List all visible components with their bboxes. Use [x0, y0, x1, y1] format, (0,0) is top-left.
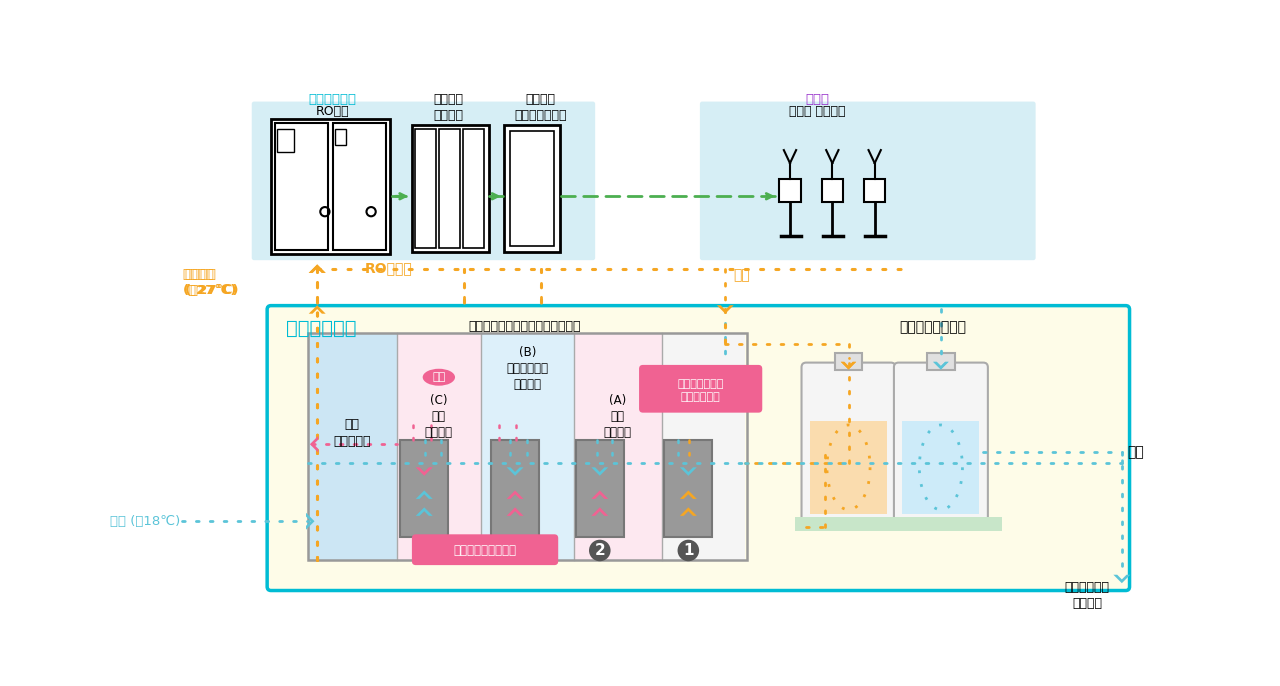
Polygon shape: [591, 490, 608, 499]
Text: 熱エネルギーを移動: 熱エネルギーを移動: [453, 544, 517, 557]
Text: システム構成: システム構成: [287, 319, 357, 338]
Polygon shape: [416, 467, 433, 476]
Polygon shape: [841, 362, 856, 370]
Polygon shape: [308, 264, 325, 273]
Bar: [333, 123, 385, 250]
Text: RO濃縮水: RO濃縮水: [365, 261, 412, 276]
Text: 熱エネルギーを
間接的に回収: 熱エネルギーを 間接的に回収: [677, 379, 724, 402]
Bar: [664, 440, 712, 536]
Text: 透析排水熱回収槽: 透析排水熱回収槽: [900, 320, 966, 334]
FancyBboxPatch shape: [412, 534, 558, 565]
Bar: [308, 333, 746, 560]
Text: 多人数用
透析液供給装置: 多人数用 透析液供給装置: [515, 93, 567, 122]
Text: 透析熱回収ヒートポンプユニット: 透析熱回収ヒートポンプユニット: [468, 320, 581, 333]
Bar: [439, 128, 460, 248]
Bar: [822, 178, 844, 202]
Text: 排水処理装置
下水放流: 排水処理装置 下水放流: [1065, 581, 1110, 611]
Bar: [415, 128, 435, 248]
Polygon shape: [591, 467, 608, 476]
FancyBboxPatch shape: [252, 102, 595, 260]
Bar: [927, 353, 955, 370]
Bar: [835, 353, 863, 370]
Circle shape: [413, 540, 435, 561]
Polygon shape: [680, 508, 696, 516]
Bar: [492, 440, 539, 536]
Bar: [397, 333, 481, 560]
Polygon shape: [591, 508, 608, 516]
Polygon shape: [1114, 575, 1130, 583]
Text: (B)
ヒートポンプ
ユニット: (B) ヒートポンプ ユニット: [507, 346, 548, 392]
Text: 排水: 排水: [1128, 445, 1144, 459]
Text: 原水
圧力タンク: 原水 圧力タンク: [333, 418, 371, 448]
Text: 2: 2: [594, 543, 605, 558]
Bar: [810, 421, 887, 514]
Text: 原水 (約18℃): 原水 (約18℃): [110, 514, 180, 528]
Polygon shape: [308, 305, 325, 314]
Text: (A)
排水
熱交換器: (A) 排水 熱交換器: [603, 394, 631, 439]
Bar: [401, 440, 448, 536]
Text: 3: 3: [509, 543, 521, 558]
Circle shape: [589, 540, 611, 561]
Polygon shape: [717, 305, 733, 314]
FancyBboxPatch shape: [700, 102, 1036, 260]
FancyBboxPatch shape: [893, 363, 988, 526]
FancyBboxPatch shape: [268, 306, 1129, 591]
Bar: [780, 178, 801, 202]
Text: 透析液調整室: 透析液調整室: [308, 93, 357, 106]
Text: 加温: 加温: [433, 372, 445, 382]
Text: 原水温度
(約27℃): 原水温度 (約27℃): [184, 268, 239, 297]
Text: 透析室: 透析室: [805, 93, 829, 106]
Bar: [511, 131, 553, 246]
Bar: [864, 178, 886, 202]
Polygon shape: [308, 264, 325, 273]
Bar: [271, 119, 390, 254]
Polygon shape: [680, 467, 696, 476]
Polygon shape: [933, 362, 948, 370]
Bar: [504, 125, 559, 252]
Bar: [902, 421, 979, 514]
Bar: [463, 128, 484, 248]
Polygon shape: [507, 490, 524, 499]
Text: 原水温度
(約27℃): 原水温度 (約27℃): [183, 268, 237, 297]
Ellipse shape: [422, 369, 454, 386]
Text: 1: 1: [684, 543, 694, 558]
Bar: [278, 128, 294, 152]
FancyBboxPatch shape: [801, 363, 896, 526]
Text: 4: 4: [419, 543, 430, 558]
Bar: [795, 517, 1002, 531]
Bar: [481, 333, 573, 560]
Polygon shape: [933, 362, 948, 370]
Bar: [662, 333, 745, 560]
Polygon shape: [416, 490, 433, 499]
Bar: [275, 123, 328, 250]
Polygon shape: [680, 490, 696, 499]
Polygon shape: [416, 508, 433, 516]
Bar: [573, 333, 662, 560]
Polygon shape: [507, 467, 524, 476]
Text: 透析用剤
溶解装置: 透析用剤 溶解装置: [433, 93, 463, 122]
Text: RO装置: RO装置: [316, 106, 349, 119]
FancyBboxPatch shape: [639, 365, 763, 413]
Circle shape: [504, 540, 526, 561]
Polygon shape: [507, 508, 524, 516]
Text: 透析用 監視装置: 透析用 監視装置: [790, 106, 846, 119]
Circle shape: [677, 540, 699, 561]
Bar: [308, 333, 397, 560]
Text: (C)
原水
熱交換器: (C) 原水 熱交換器: [425, 394, 453, 439]
Polygon shape: [306, 512, 315, 530]
Bar: [412, 125, 489, 252]
Text: 排水: 排水: [733, 268, 750, 282]
Polygon shape: [310, 436, 319, 453]
Bar: [335, 128, 346, 145]
Bar: [576, 440, 623, 536]
Polygon shape: [841, 362, 856, 370]
